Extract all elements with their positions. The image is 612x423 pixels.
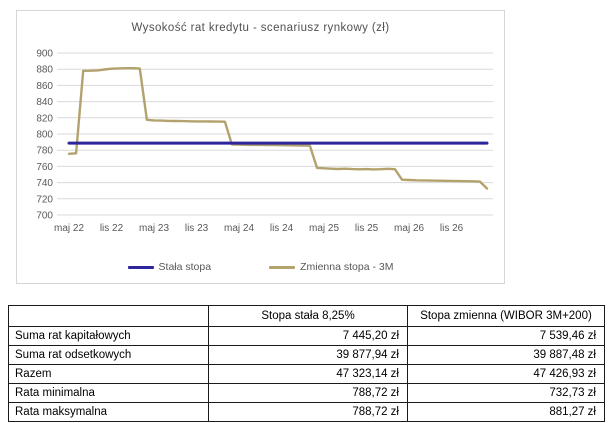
y-axis-tick-label: 780	[36, 146, 53, 157]
row-label: Rata maksymalna	[8, 402, 209, 422]
fixed-rate-value: 47 323,14 zł	[208, 364, 408, 384]
x-axis-tick-label: lis 25	[355, 223, 379, 234]
table-row: Rata minimalna 788,72 zł 732,73 zł	[8, 383, 605, 403]
x-axis-tick-label: lis 22	[100, 223, 124, 234]
payments-line-chart: 700 720 740 760 780 800 820 840 860 880 900 maj 22 l…	[36, 49, 493, 234]
x-axis-tick-label: maj 25	[309, 223, 339, 234]
chart-legend: Stała stopa Zmienna stopa - 3M	[17, 261, 504, 273]
row-label: Suma rat odsetkowych	[8, 345, 209, 365]
fixed-rate-value: 39 877,94 zł	[208, 345, 408, 365]
y-axis-tick-label: 880	[36, 65, 53, 76]
chart-title: Wysokość rat kredytu - scenariusz rynkow…	[131, 22, 390, 34]
table-header-variable-rate: Stopa zmienna (WIBOR 3M+200)	[407, 305, 605, 327]
row-label: Rata minimalna	[8, 383, 209, 403]
y-axis-tick-label: 700	[36, 211, 53, 222]
table-header-fixed-rate: Stopa stała 8,25%	[208, 305, 408, 327]
y-axis-tick-label: 840	[36, 97, 53, 108]
x-axis-tick-label: lis 26	[440, 223, 464, 234]
y-axis-tick-label: 720	[36, 194, 53, 205]
y-axis-tick-label: 740	[36, 178, 53, 189]
legend-label-variable-rate: Zmienna stopa - 3M	[300, 261, 394, 273]
x-axis-tick-label: maj 24	[224, 223, 254, 234]
legend-label-fixed-rate: Stała stopa	[158, 261, 212, 273]
variable-rate-line	[67, 67, 489, 190]
fixed-rate-line-swatch	[127, 265, 154, 269]
x-axis-tick-label: lis 23	[185, 223, 209, 234]
x-axis-tick-label: maj 22	[54, 223, 84, 234]
fixed-rate-value: 788,72 zł	[208, 383, 408, 403]
table-row: Razem 47 323,14 zł 47 426,93 zł	[8, 364, 605, 384]
summary-table: Stopa stała 8,25% Stopa zmienna (WIBOR 3…	[8, 305, 605, 422]
y-axis-tick-label: 860	[36, 81, 53, 92]
variable-rate-value: 732,73 zł	[407, 383, 605, 403]
table-row: Rata maksymalna 788,72 zł 881,27 zł	[8, 402, 605, 422]
variable-rate-value: 881,27 zł	[407, 402, 605, 422]
variable-rate-value: 39 887,48 zł	[407, 345, 605, 365]
variable-rate-value: 7 539,46 zł	[407, 326, 605, 346]
y-axis-tick-label: 820	[36, 113, 53, 124]
fixed-rate-value: 788,72 zł	[208, 402, 408, 422]
x-axis-tick-label: lis 24	[270, 223, 294, 234]
variable-rate-value: 47 426,93 zł	[407, 364, 605, 384]
x-axis-tick-label: maj 23	[139, 223, 169, 234]
table-row: Suma rat odsetkowych 39 877,94 zł 39 887…	[8, 345, 605, 365]
x-axis-tick-label: maj 26	[394, 223, 424, 234]
fixed-rate-value: 7 445,20 zł	[208, 326, 408, 346]
y-axis-tick-label: 800	[36, 130, 53, 141]
y-axis-tick-label: 760	[36, 162, 53, 173]
table-row: Suma rat kapitałowych 7 445,20 zł 7 539,…	[8, 326, 605, 346]
legend-item-fixed-rate: Stała stopa	[127, 261, 212, 273]
y-axis-tick-label: 900	[36, 49, 53, 60]
row-label: Suma rat kapitałowych	[8, 326, 209, 346]
chart-card: Wysokość rat kredytu - scenariusz rynkow…	[16, 10, 505, 284]
legend-item-variable-rate: Zmienna stopa - 3M	[269, 261, 393, 273]
variable-rate-line-swatch	[269, 265, 296, 269]
table-header-row: Stopa stała 8,25% Stopa zmienna (WIBOR 3…	[8, 305, 605, 327]
table-header-empty	[8, 305, 209, 327]
row-label: Razem	[8, 364, 209, 384]
